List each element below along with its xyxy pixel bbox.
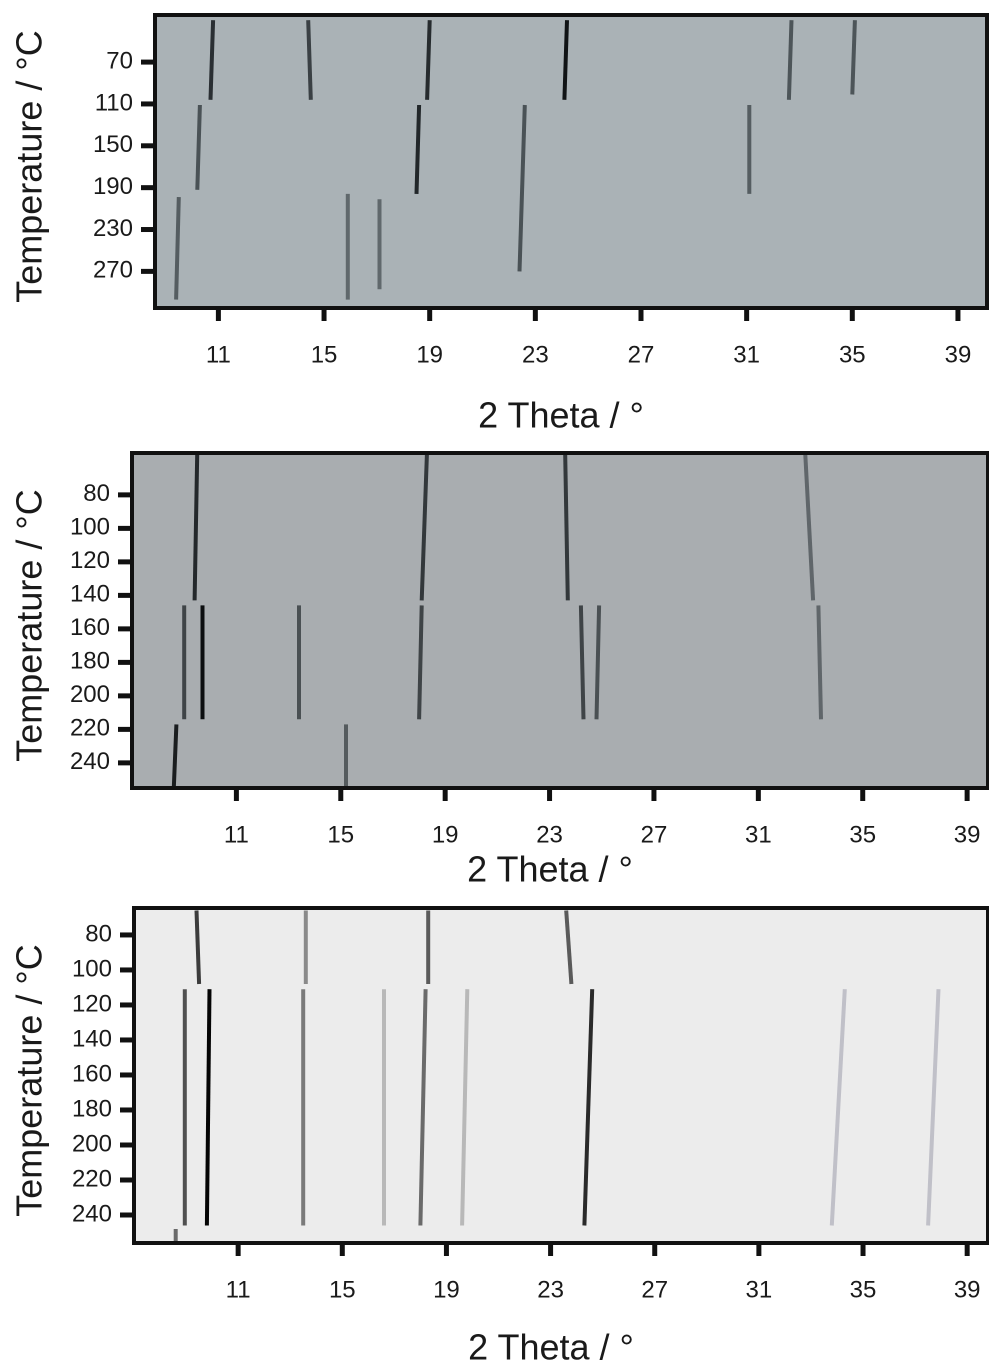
peak-trace [816, 605, 823, 720]
y-tick-label: 200 [72, 1130, 112, 1157]
x-tick-label: 27 [628, 341, 655, 368]
y-tick-label: 200 [70, 681, 110, 708]
peak-trace [786, 20, 794, 100]
peak-trace [425, 20, 432, 100]
peak-trace [564, 910, 574, 985]
x-tick-label: 31 [745, 821, 772, 848]
x-axis-label: 2 Theta / ° [478, 395, 644, 436]
x-tick-label: 11 [206, 341, 231, 368]
x-tick-label: 39 [954, 1276, 981, 1303]
x-tick-label: 39 [954, 821, 981, 848]
plot-frame [130, 451, 989, 790]
y-tick-label: 240 [72, 1200, 112, 1227]
peak-trace [208, 20, 216, 100]
peak-trace [204, 989, 212, 1226]
y-tick-label: 100 [70, 514, 110, 541]
peak-trace [829, 989, 847, 1226]
peak-trace [194, 910, 202, 985]
peak-trace [562, 20, 569, 100]
y-tick-label: 240 [70, 748, 110, 775]
y-tick-label: 120 [70, 547, 110, 574]
x-tick-label: 39 [945, 341, 972, 368]
x-tick-label: 35 [849, 821, 876, 848]
peak-trace [419, 454, 429, 601]
peak-trace [594, 605, 602, 720]
y-tick-label: 160 [70, 614, 110, 641]
y-tick-label: 160 [72, 1060, 112, 1087]
x-tick-label: 31 [746, 1276, 773, 1303]
peak-trace [174, 197, 181, 300]
y-tick-label: 80 [85, 920, 112, 947]
y-axis-label: Temperature / °C [9, 30, 50, 303]
panel: 80 100 120 140 160 180 200 220 240 11 15 19 23 27 31 35… [9, 451, 989, 890]
x-tick-label: 23 [536, 821, 563, 848]
x-tick-label: 35 [850, 1276, 877, 1303]
peak-trace [460, 989, 470, 1226]
plot-background [132, 453, 988, 788]
y-tick-label: 100 [72, 955, 112, 982]
x-tick-label: 15 [327, 821, 354, 848]
y-tick-label: 140 [70, 581, 110, 608]
y-tick-label: 70 [106, 47, 133, 74]
peak-trace [417, 605, 424, 720]
x-tick-label: 11 [226, 1276, 251, 1303]
plot-background [134, 908, 988, 1243]
peak-trace [517, 104, 527, 272]
peak-trace [926, 989, 941, 1226]
peak-trace [306, 20, 313, 100]
x-tick-label: 35 [839, 341, 866, 368]
peak-trace [803, 454, 816, 601]
x-tick-label: 19 [433, 1276, 460, 1303]
x-tick-label: 23 [537, 1276, 564, 1303]
x-tick-label: 19 [432, 821, 459, 848]
y-tick-label: 230 [93, 215, 133, 242]
x-tick-label: 27 [641, 821, 668, 848]
plot-background [155, 15, 987, 308]
y-tick-label: 190 [93, 173, 133, 200]
peak-trace [582, 989, 595, 1226]
x-tick-label: 27 [641, 1276, 668, 1303]
y-axis-label: Temperature / °C [9, 944, 50, 1217]
y-axis-label: Temperature / °C [9, 489, 50, 762]
peak-trace [414, 104, 422, 194]
x-tick-label: 31 [733, 341, 760, 368]
y-tick-label: 220 [72, 1165, 112, 1192]
peak-trace [195, 104, 202, 190]
x-tick-label: 15 [329, 1276, 356, 1303]
y-tick-label: 180 [72, 1095, 112, 1122]
panel: 80 100 120 140 160 180 200 220 240 11 15 19 23 27 31 35… [9, 906, 989, 1366]
x-tick-label: 23 [522, 341, 549, 368]
x-axis-label: 2 Theta / ° [467, 849, 633, 890]
peak-trace [563, 454, 570, 601]
peak-trace [578, 605, 586, 720]
peak-trace [850, 20, 857, 95]
y-tick-label: 140 [72, 1025, 112, 1052]
y-tick-label: 150 [93, 131, 133, 158]
y-tick-label: 180 [70, 648, 110, 675]
y-tick-label: 120 [72, 990, 112, 1017]
plot-frame [153, 13, 989, 310]
y-tick-label: 110 [95, 89, 133, 116]
panel: 70 110 150 190 230 270 11 15 19 23 27 31 35 39 2 Theta… [9, 13, 989, 436]
x-tick-label: 19 [416, 341, 443, 368]
y-tick-label: 80 [83, 480, 110, 507]
y-tick-label: 220 [70, 715, 110, 742]
x-tick-label: 11 [224, 821, 249, 848]
y-tick-label: 270 [93, 257, 133, 284]
x-axis-label: 2 Theta / ° [468, 1327, 634, 1366]
peak-trace [171, 724, 179, 789]
x-tick-label: 15 [311, 341, 338, 368]
peak-trace [418, 989, 428, 1226]
peak-trace [192, 454, 200, 601]
